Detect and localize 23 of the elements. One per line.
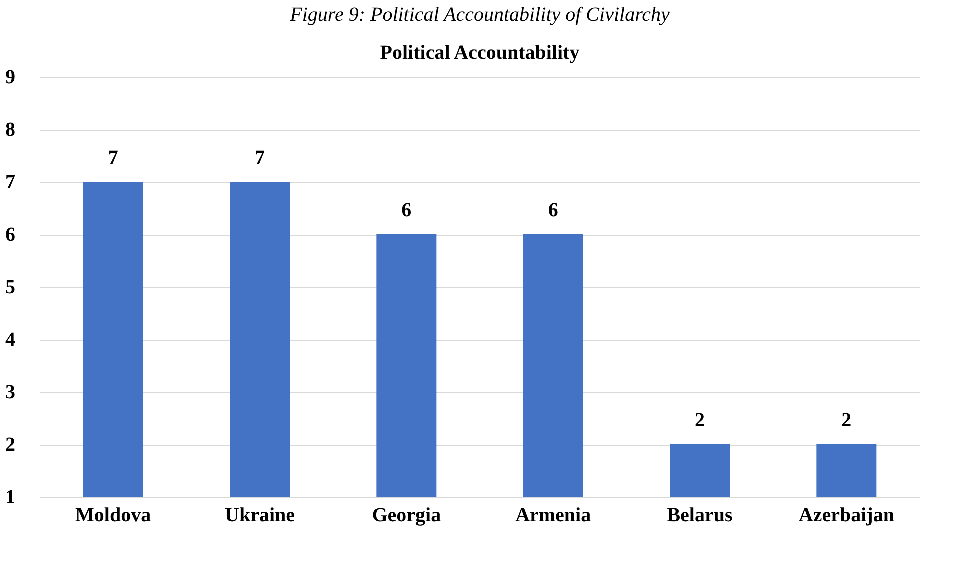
data-label: 7 <box>108 147 118 169</box>
data-label: 2 <box>695 410 705 432</box>
y-tick-label: 2 <box>6 434 16 456</box>
y-tick-label: 6 <box>6 224 16 246</box>
y-tick-label: 7 <box>6 172 16 194</box>
data-label: 7 <box>255 147 265 169</box>
x-tick-label: Ukraine <box>225 504 296 526</box>
chart-title: Political Accountability <box>380 42 580 64</box>
y-tick-label: 4 <box>6 329 16 351</box>
data-label: 6 <box>548 200 558 222</box>
x-tick-label: Georgia <box>372 504 442 526</box>
x-tick-label: Azerbaijan <box>798 504 894 526</box>
x-tick-label: Moldova <box>76 504 152 526</box>
y-tick-label: 1 <box>6 486 16 508</box>
x-tick-label: Armenia <box>516 504 592 526</box>
y-tick-label: 9 <box>6 66 16 88</box>
y-tick-label: 8 <box>6 119 16 141</box>
y-tick-label: 3 <box>6 382 16 404</box>
data-label: 2 <box>842 410 852 432</box>
x-tick-label: Belarus <box>667 504 733 526</box>
y-tick-label: 5 <box>6 276 16 298</box>
caption: Figure 9: Political Accountability of Civilarchy <box>289 4 670 26</box>
data-label: 6 <box>402 200 412 222</box>
